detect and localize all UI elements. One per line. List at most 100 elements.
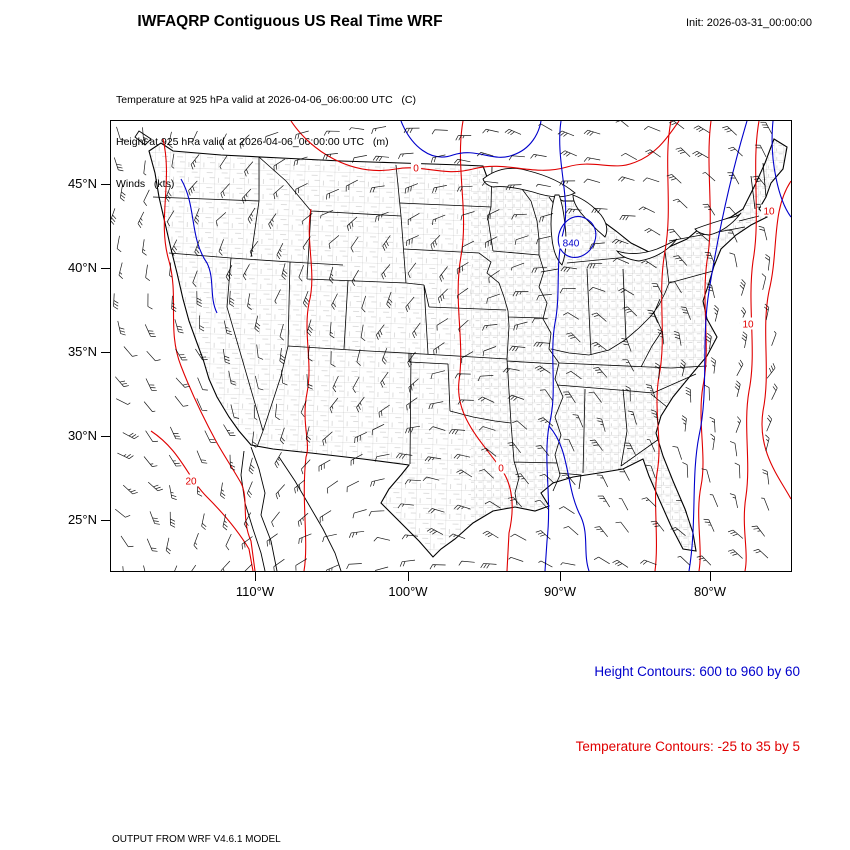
wind-barb — [681, 415, 687, 432]
wind-barb — [596, 474, 609, 488]
wind-barb — [647, 309, 658, 324]
wind-barb — [247, 293, 252, 310]
wind-barb — [754, 144, 767, 158]
state-borders-west — [152, 156, 430, 448]
wind-barb — [149, 511, 160, 525]
wind-barb — [407, 212, 420, 226]
wind-barb — [666, 174, 682, 184]
wind-barb — [535, 183, 551, 188]
wind-barb — [512, 420, 528, 430]
wind-barb — [225, 533, 232, 551]
wind-barb — [640, 559, 657, 566]
wind-barb — [751, 525, 765, 537]
wind-barb — [761, 497, 770, 511]
wind-barb — [566, 370, 582, 380]
wind-barb — [174, 319, 184, 334]
wind-barb — [625, 385, 631, 402]
contour-label-halo — [182, 474, 200, 487]
contour-label-temperature: 0 — [498, 464, 504, 475]
wind-barb — [432, 214, 446, 226]
wind-barb — [618, 468, 630, 481]
wind-barb — [641, 497, 657, 507]
wind-barb — [345, 179, 358, 192]
wind-barb — [305, 426, 311, 443]
wind-barb — [301, 213, 313, 225]
wind-barb — [194, 239, 200, 257]
wind-barb — [597, 495, 611, 508]
wind-barb — [264, 131, 279, 142]
wind-barb — [702, 203, 716, 216]
wind-barb — [242, 264, 250, 281]
contour-labels: 840 0 0 20 10 10 — [182, 161, 778, 488]
wind-barb — [536, 236, 551, 245]
wind-barb — [710, 357, 716, 374]
wind-barb — [710, 433, 716, 451]
wind-barb — [433, 342, 445, 356]
wind-barb — [378, 404, 390, 418]
wind-barb — [137, 211, 145, 229]
wind-barb — [670, 527, 686, 536]
wind-barb — [461, 240, 475, 253]
height-contours — [180, 121, 791, 571]
state-borders — [152, 156, 767, 506]
wind-barb — [295, 558, 308, 571]
wind-barb — [143, 565, 152, 571]
wind-barb — [758, 225, 768, 241]
wind-barb — [613, 121, 629, 127]
wind-barb — [352, 509, 367, 519]
wind-barb — [302, 290, 310, 308]
wind-barb — [566, 332, 581, 343]
wind-barb — [223, 424, 236, 437]
wind-barb — [673, 255, 688, 266]
wind-barb — [657, 329, 665, 345]
wind-barb — [222, 513, 228, 531]
wind-barb — [279, 427, 285, 445]
wind-barb — [771, 383, 778, 400]
lon-tick-label: 110°W — [235, 584, 275, 599]
height-contour — [400, 121, 542, 158]
wind-barb — [174, 395, 189, 407]
wind-barb — [612, 559, 629, 568]
gulf-of-california-coast — [278, 456, 342, 571]
wind-barb — [171, 153, 175, 169]
wind-barb — [430, 154, 446, 163]
wind-barb — [326, 188, 340, 200]
wind-barb — [406, 235, 419, 246]
wind-barb — [399, 559, 416, 567]
wind-barb — [618, 288, 635, 296]
temperature-contour — [698, 121, 712, 571]
temperature-contour — [761, 180, 791, 500]
wind-barb — [346, 480, 360, 493]
wind-barb — [368, 510, 385, 517]
wind-barb — [638, 206, 655, 213]
wind-barb — [372, 155, 390, 162]
wind-barb — [193, 532, 199, 550]
temperature-contour — [743, 121, 760, 571]
contour-legend: Height Contours: 600 to 960 by 60 Temper… — [576, 609, 800, 809]
wind-barb — [326, 480, 339, 494]
lat-tick-label: 40°N — [67, 260, 97, 275]
wind-barb — [538, 123, 553, 131]
wind-barb — [295, 183, 308, 195]
wind-barb — [654, 362, 660, 379]
wind-barb — [407, 262, 417, 279]
wind-barb — [480, 447, 497, 457]
wind-barb — [276, 243, 284, 260]
wind-barb — [143, 401, 156, 412]
wind-barb — [488, 270, 500, 283]
wind-barb — [454, 373, 471, 379]
wind-barb — [764, 303, 770, 321]
height-contour — [771, 121, 791, 218]
wind-barb — [432, 185, 447, 193]
wind-barb — [766, 414, 773, 432]
wind-barb — [612, 258, 630, 264]
lat-tick — [101, 520, 110, 522]
wind-barb — [701, 468, 711, 483]
wind-barb — [219, 155, 228, 170]
wind-barb — [275, 484, 285, 500]
wind-barb — [736, 359, 744, 376]
temperature-contours — [150, 121, 791, 571]
wind-barbs — [111, 121, 778, 571]
wind-barb — [122, 484, 138, 495]
temperature-contour — [303, 208, 313, 571]
